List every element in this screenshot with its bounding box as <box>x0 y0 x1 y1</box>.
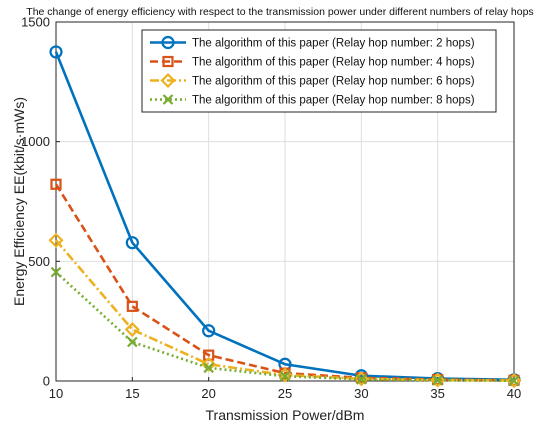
data-point <box>430 372 446 388</box>
y-tick-label: 1500 <box>21 15 50 30</box>
x-tick-label: 30 <box>354 386 368 401</box>
x-axis-label: Transmission Power/dBm <box>206 407 365 423</box>
chart-title: The change of energy efficiency with res… <box>26 6 533 18</box>
x-tick-label: 15 <box>125 386 139 401</box>
x-tick-label: 25 <box>278 386 292 401</box>
legend-label: The algorithm of this paper (Relay hop n… <box>192 38 475 50</box>
data-point <box>48 232 64 248</box>
legend-marker <box>161 35 175 50</box>
series-4 <box>50 266 520 387</box>
data-point <box>127 336 138 348</box>
legend-marker <box>162 94 174 105</box>
legend-label: The algorithm of this paper (Relay hop n… <box>192 76 475 88</box>
data-point <box>203 362 214 374</box>
legend-marker <box>162 55 174 68</box>
y-tick-label: 500 <box>28 254 50 269</box>
x-tick-label: 20 <box>201 386 215 401</box>
data-point <box>50 178 62 190</box>
legend-box <box>141 29 497 113</box>
data-point <box>50 266 62 278</box>
data-point <box>201 356 217 372</box>
data-point <box>49 45 63 59</box>
legend: The algorithm of this paper (Relay hop n… <box>141 29 497 113</box>
y-tick-label: 1000 <box>21 134 50 149</box>
legend-item: The algorithm of this paper (Relay hop n… <box>150 94 475 107</box>
y-tick-label: 0 <box>43 374 50 389</box>
legend-marker <box>160 72 176 89</box>
axis-ticks: 10 15 20 25 30 35 40 0 500 1000 1500 <box>21 15 521 402</box>
x-tick-label: 35 <box>430 386 444 401</box>
x-tick-label: 40 <box>507 386 521 401</box>
data-point <box>279 370 291 382</box>
x-tick-label: 10 <box>49 386 63 401</box>
series-line <box>54 183 515 382</box>
data-point <box>125 236 139 250</box>
data-point <box>432 375 443 386</box>
data-point <box>356 374 367 385</box>
series-lines <box>48 45 522 389</box>
y-axis-label: Energy Efficiency EE(kbit/s·mWs) <box>11 97 27 306</box>
data-point <box>506 372 522 389</box>
data-point <box>508 375 520 387</box>
series-line <box>54 51 515 382</box>
legend-item: The algorithm of this paper (Relay hop n… <box>150 72 475 89</box>
legend-label: The algorithm of this paper (Relay hop n… <box>192 95 475 107</box>
legend-label: The algorithm of this paper (Relay hop n… <box>192 57 475 69</box>
legend-item: The algorithm of this paper (Relay hop n… <box>150 55 475 69</box>
data-point <box>126 300 138 312</box>
legend-item: The algorithm of this paper (Relay hop n… <box>150 35 475 50</box>
data-point <box>202 324 216 338</box>
data-point <box>124 321 140 338</box>
